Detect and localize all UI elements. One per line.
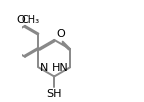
Text: HN: HN — [52, 63, 69, 73]
Text: O: O — [17, 15, 25, 25]
Text: N: N — [39, 63, 48, 73]
Text: CH₃: CH₃ — [21, 15, 39, 25]
Text: O: O — [57, 29, 66, 39]
Text: SH: SH — [47, 89, 62, 99]
